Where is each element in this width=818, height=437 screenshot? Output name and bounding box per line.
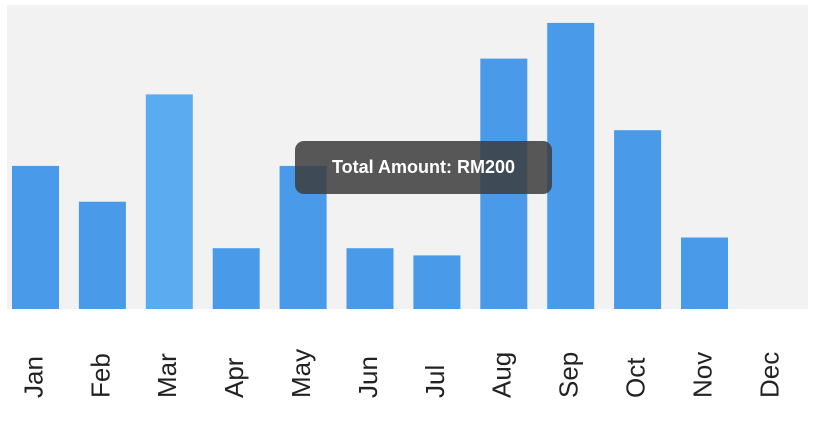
bar-feb[interactable] [78,201,126,309]
x-tick-label-mar: Mar [152,353,182,398]
x-axis-tick-labels: Jan Feb Mar Apr May Jun Jul Aug Sep Oct Nov Dec [18,349,784,398]
x-tick-label-nov: Nov [687,352,717,398]
x-tick-label-apr: Apr [219,357,249,398]
x-tick-label-sep: Sep [554,352,584,398]
x-tick-label-feb: Feb [85,353,115,398]
bar-apr[interactable] [212,248,260,309]
x-tick-label-jan: Jan [18,356,48,398]
x-tick-label-oct: Oct [620,357,650,398]
x-tick-label-aug: Aug [487,352,517,398]
bar-mar[interactable] [145,94,193,310]
bar-sep[interactable] [547,22,595,310]
bar-oct[interactable] [614,130,662,309]
bar-jul[interactable] [413,255,461,309]
bar-jun[interactable] [346,248,394,309]
x-tick-label-dec: Dec [754,352,784,398]
x-tick-label-may: May [286,349,316,398]
tooltip-label: Total Amount: RM200 [332,157,515,177]
bar-nov[interactable] [681,237,728,310]
x-tick-label-jul: Jul [420,365,450,398]
bar-jan[interactable] [12,165,59,309]
tooltip: Total Amount: RM200 [295,141,552,194]
x-tick-label-jun: Jun [353,356,383,398]
